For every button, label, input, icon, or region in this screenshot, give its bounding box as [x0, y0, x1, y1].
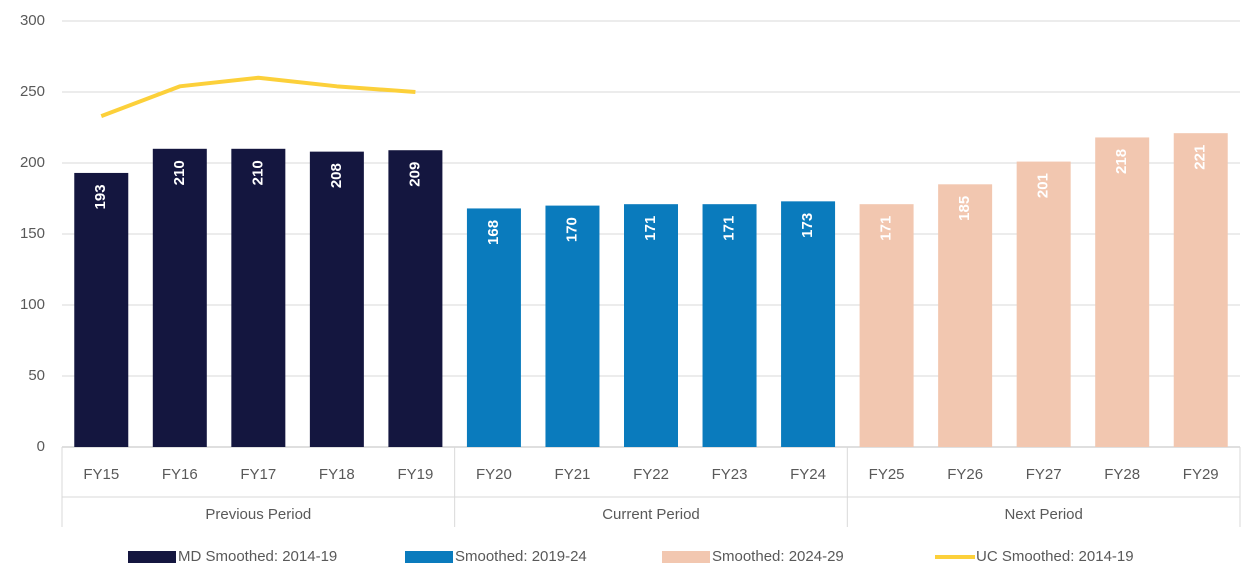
group-label: Previous Period: [205, 506, 311, 523]
value-label: 209: [406, 162, 423, 187]
bar: [231, 148, 286, 448]
value-label: 171: [721, 216, 738, 241]
value-label: 210: [171, 160, 188, 185]
x-tick-label: FY28: [1104, 466, 1140, 483]
value-label: 168: [485, 220, 502, 245]
legend-swatch: [662, 551, 710, 563]
value-label: 218: [1113, 149, 1130, 174]
y-tick-label: 100: [20, 296, 45, 313]
y-tick-label: 0: [37, 438, 45, 455]
legend-label: MD Smoothed: 2014-19: [178, 548, 337, 565]
y-tick-label: 250: [20, 83, 45, 100]
value-label: 185: [956, 196, 973, 221]
value-label: 208: [328, 163, 345, 188]
x-tick-label: FY27: [1026, 466, 1062, 483]
value-label: 193: [92, 184, 109, 209]
value-label: 171: [642, 216, 659, 241]
bar: [624, 204, 678, 447]
x-tick-label: FY23: [712, 466, 748, 483]
y-tick-label: 150: [20, 225, 45, 242]
group-label: Current Period: [602, 506, 700, 523]
value-label: 170: [563, 217, 580, 242]
x-tick-label: FY17: [240, 466, 276, 483]
legend-swatch: [128, 551, 176, 563]
group-label: Next Period: [1004, 506, 1082, 523]
value-label: 171: [878, 216, 895, 241]
y-tick-label: 50: [28, 367, 45, 384]
x-tick-label: FY25: [869, 466, 905, 483]
x-tick-label: FY18: [319, 466, 355, 483]
x-tick-label: FY15: [83, 466, 119, 483]
x-tick-label: FY29: [1183, 466, 1219, 483]
y-tick-label: 200: [20, 154, 45, 171]
line: [100, 75, 416, 119]
legend-swatch: [405, 551, 453, 563]
bar: [545, 205, 600, 447]
legend-label: UC Smoothed: 2014-19: [976, 548, 1134, 565]
x-tick-label: FY22: [633, 466, 669, 483]
bar: [781, 201, 836, 447]
x-tick-label: FY26: [947, 466, 983, 483]
x-tick-label: FY20: [476, 466, 512, 483]
value-label: 173: [799, 213, 816, 238]
bar: [859, 204, 914, 447]
value-label: 201: [1035, 173, 1052, 198]
bar: [466, 208, 521, 447]
bar: [388, 150, 443, 447]
bar: [1016, 161, 1071, 447]
value-label: 221: [1192, 145, 1209, 170]
x-tick-label: FY19: [397, 466, 433, 483]
legend-label: Smoothed: 2019-24: [455, 548, 587, 565]
x-tick-label: FY24: [790, 466, 826, 483]
bar: [1173, 133, 1228, 447]
legend-label: Smoothed: 2024-29: [712, 548, 844, 565]
bar: [309, 151, 364, 447]
bar: [938, 184, 993, 448]
x-tick-label: FY16: [162, 466, 198, 483]
x-tick-label: FY21: [555, 466, 591, 483]
bar: [1095, 137, 1150, 447]
bar: [152, 148, 207, 448]
bar: [702, 204, 757, 447]
y-tick-label: 300: [20, 12, 45, 29]
value-label: 210: [249, 160, 266, 185]
bar: [74, 172, 129, 447]
